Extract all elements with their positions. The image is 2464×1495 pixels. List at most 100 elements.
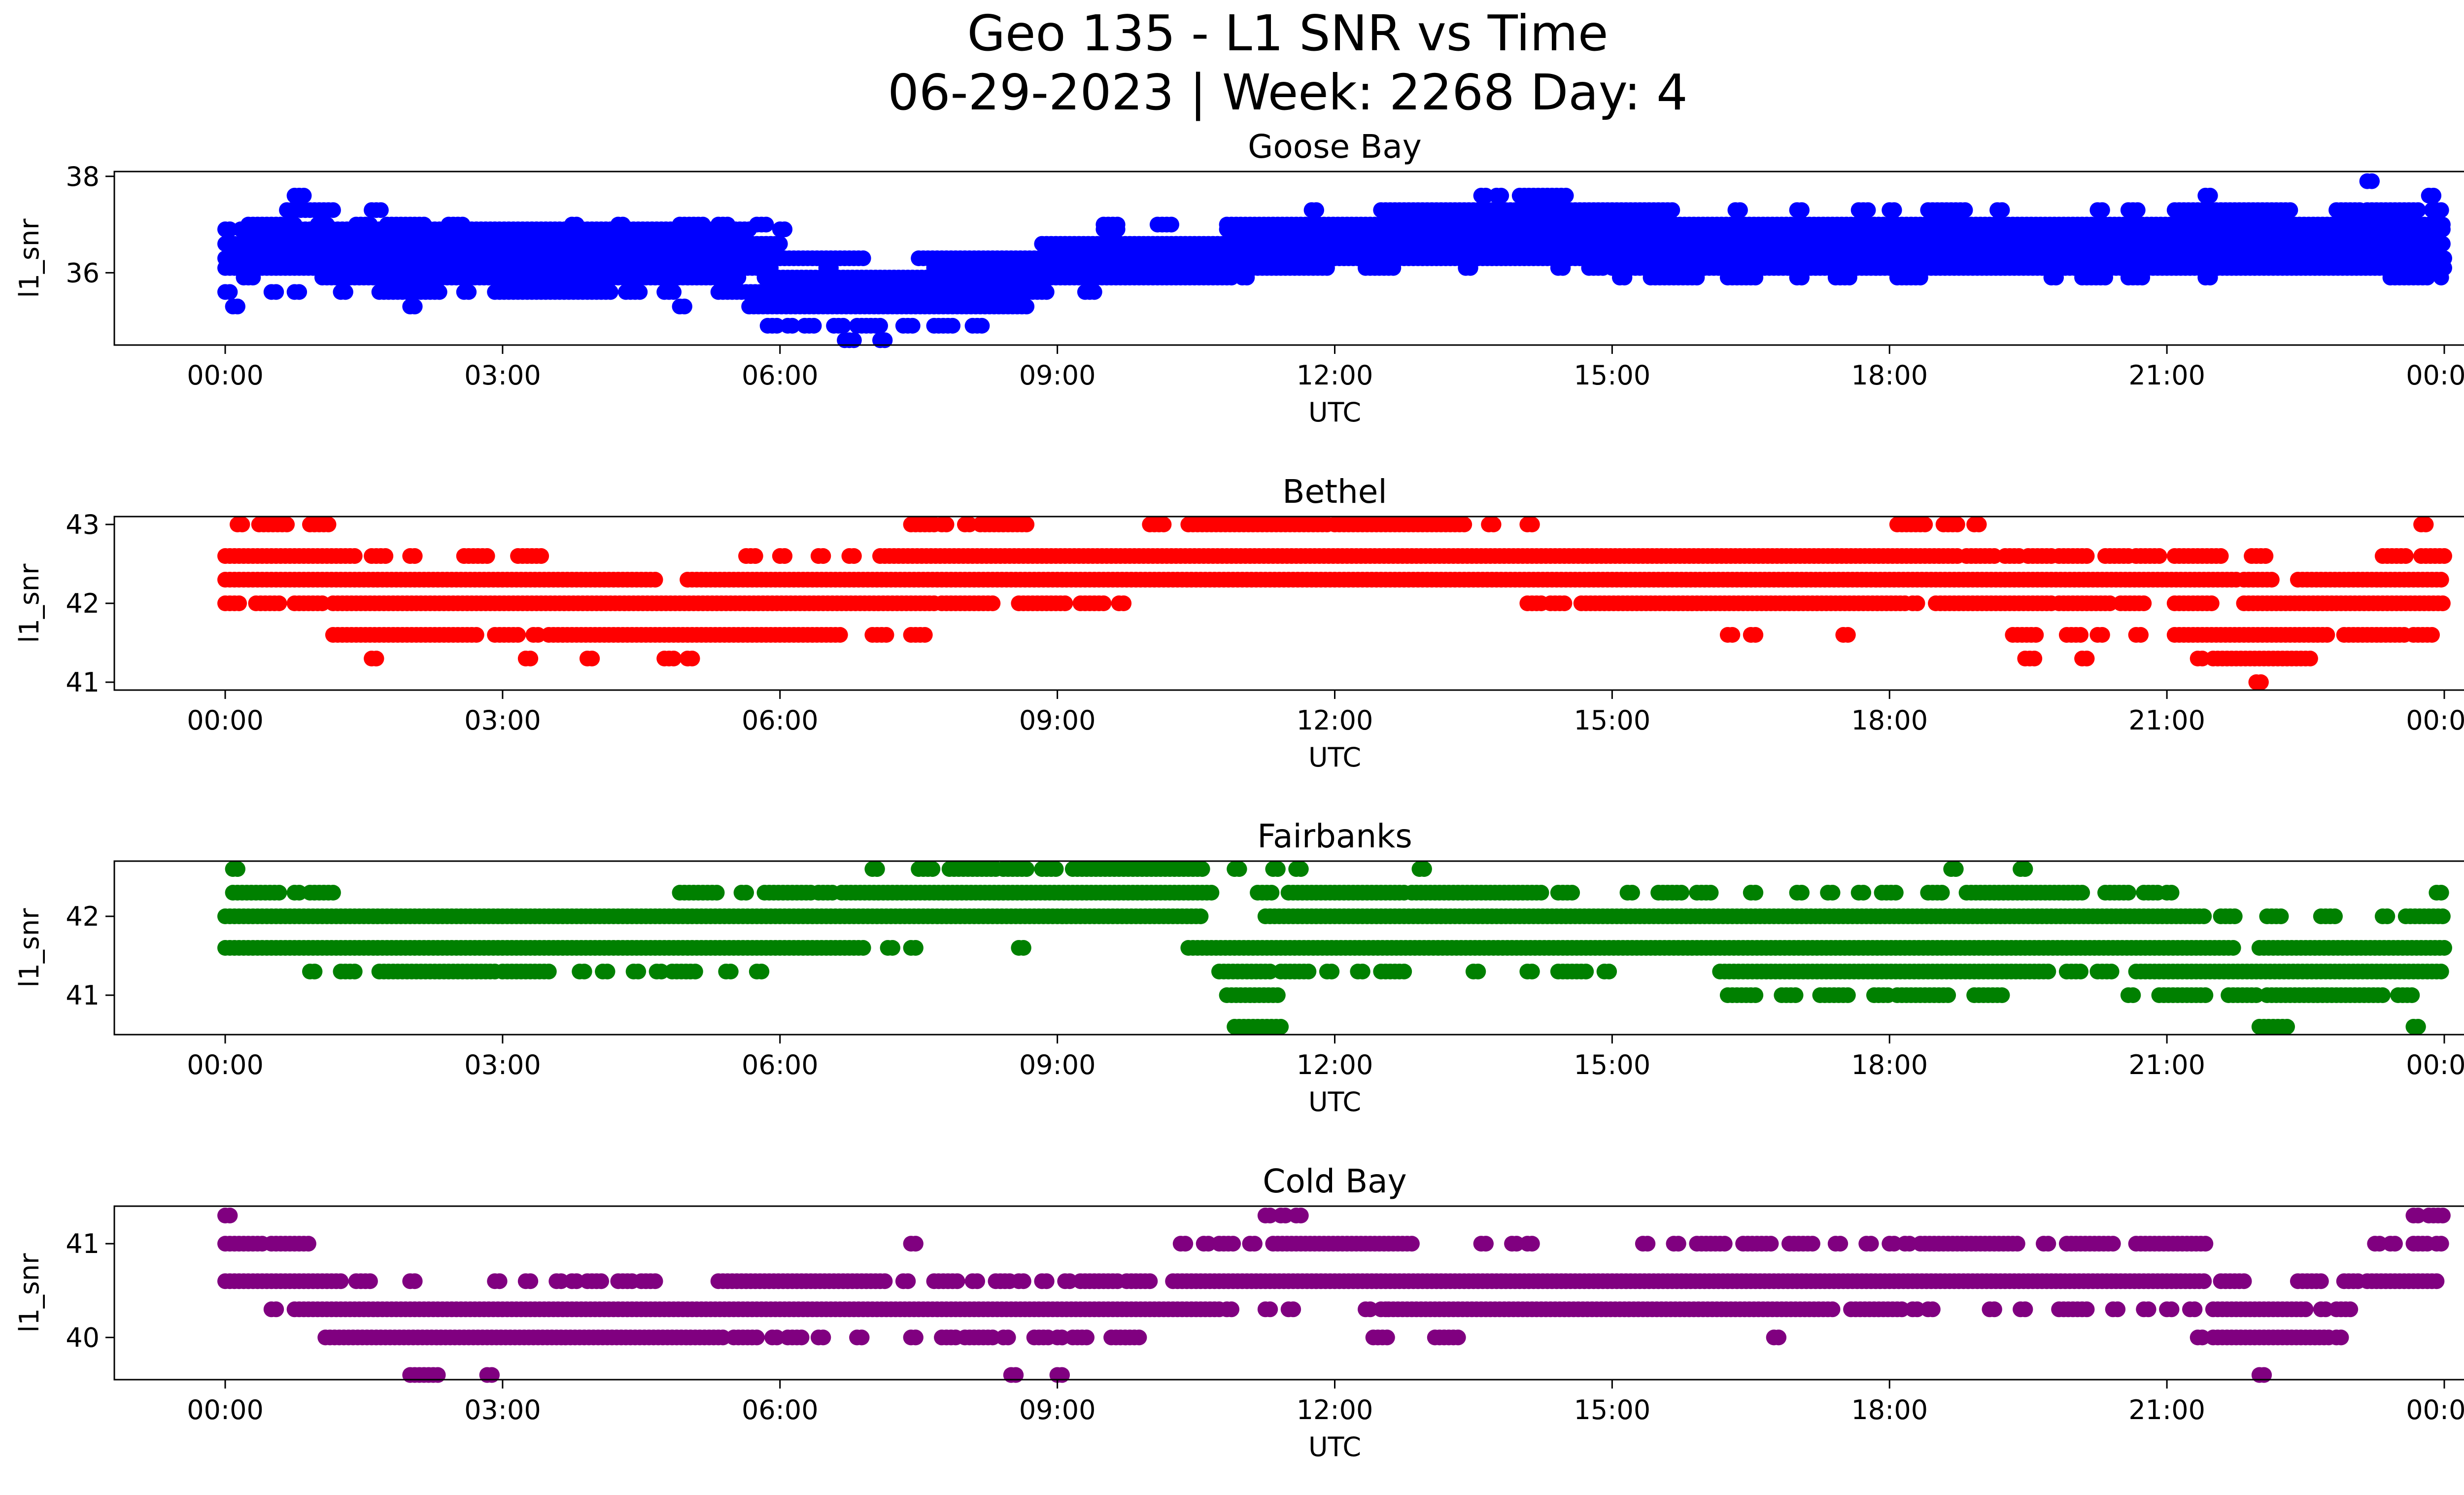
y-tick-label: 41: [66, 667, 100, 698]
data-point: [1095, 595, 1112, 611]
data-point: [985, 595, 1001, 611]
x-tick-label: 09:00: [1019, 360, 1096, 391]
y-axis-label: l1_snr: [14, 218, 45, 298]
data-point: [1556, 595, 1573, 611]
data-point: [719, 216, 736, 233]
x-tick-label: 00:00: [187, 360, 264, 391]
x-tick-label: 15:00: [1574, 360, 1651, 391]
data-point: [2404, 987, 2420, 1003]
data-point: [1949, 517, 1965, 532]
data-point: [1019, 298, 1035, 314]
data-point: [346, 548, 363, 564]
x-axis: 00:00 03:00 06:00 09:00 12:00 15:00 18:00 21:00…: [187, 345, 2464, 428]
data-point: [286, 216, 303, 233]
data-point: [2364, 173, 2380, 189]
data-point: [753, 964, 770, 979]
data-point: [846, 548, 862, 564]
data-point: [647, 572, 663, 588]
data-point: [2079, 548, 2095, 564]
x-axis: 00:00 03:00 06:00 09:00 12:00 15:00 18:00 21:00…: [187, 690, 2464, 773]
data-point: [632, 284, 648, 300]
data-point: [271, 595, 287, 611]
data-point: [1273, 1019, 1289, 1035]
data-point: [461, 284, 477, 300]
data-point: [676, 298, 692, 314]
data-point: [684, 651, 700, 666]
x-tick-label: 18:00: [1851, 360, 1928, 391]
data-point: [1909, 595, 1925, 611]
data-point: [945, 317, 960, 334]
data-point: [904, 317, 921, 334]
data-point: [1038, 284, 1055, 300]
data-point: [569, 216, 584, 233]
data-point: [454, 216, 471, 233]
x-axis-label: UTC: [1308, 397, 1361, 428]
data-point: [2073, 627, 2088, 643]
data-point: [1787, 987, 1804, 1003]
x-tick-label: 03:00: [464, 705, 541, 736]
data-point: [2424, 627, 2440, 643]
data-point: [2426, 187, 2442, 204]
data-point: [2282, 202, 2298, 218]
data-point: [1470, 964, 1486, 979]
data-point: [2197, 987, 2214, 1003]
data-point: [615, 216, 631, 233]
data-point: [2433, 964, 2449, 979]
data-point: [373, 202, 389, 218]
data-point: [2133, 627, 2149, 643]
data-point: [878, 627, 894, 643]
data-point: [1957, 202, 1973, 218]
data-point: [533, 548, 549, 564]
data-point: [268, 284, 284, 300]
data-point: [2253, 674, 2269, 690]
data-points: [217, 861, 2452, 1035]
data-point: [1578, 964, 1594, 979]
data-point: [2026, 651, 2043, 666]
x-tick-label: 06:00: [742, 360, 819, 391]
data-point: [222, 284, 238, 300]
data-point: [2434, 595, 2451, 611]
y-axis-label: l1_snr: [14, 563, 45, 643]
data-point: [2279, 1019, 2295, 1035]
data-point: [2079, 651, 2095, 666]
data-point: [1156, 517, 1172, 532]
data-point: [1269, 987, 1286, 1003]
data-point: [2410, 202, 2426, 218]
data-point: [1664, 202, 1680, 218]
data-point: [1794, 202, 1810, 218]
data-point: [1524, 517, 1540, 532]
data-point: [769, 317, 785, 334]
data-point: [1485, 517, 1502, 532]
data-point: [2073, 964, 2088, 979]
data-point: [1558, 187, 1574, 204]
data-point: [368, 651, 384, 666]
data-point: [1747, 627, 1764, 643]
data-point: [346, 964, 363, 979]
data-point: [907, 940, 924, 956]
data-point: [2436, 548, 2452, 564]
data-point: [279, 517, 295, 532]
data-points: [217, 517, 2452, 690]
data-point: [2319, 627, 2335, 643]
data-point: [1116, 595, 1132, 611]
data-point: [1396, 964, 1412, 979]
data-point: [296, 187, 312, 204]
data-point: [1840, 987, 1856, 1003]
data-point: [407, 298, 423, 314]
data-point: [832, 627, 848, 643]
panel-title: Bethel: [1282, 473, 1387, 511]
data-point: [1732, 202, 1748, 218]
data-point: [2225, 940, 2241, 956]
data-point: [1840, 627, 1856, 643]
data-point: [2028, 627, 2044, 643]
data-point: [1601, 964, 1617, 979]
x-tick-label: 15:00: [1574, 705, 1651, 736]
data-point: [2213, 548, 2229, 564]
data-point: [2433, 572, 2449, 588]
data-point: [1886, 202, 1902, 218]
data-point: [1308, 202, 1324, 218]
data-point: [2433, 202, 2449, 218]
